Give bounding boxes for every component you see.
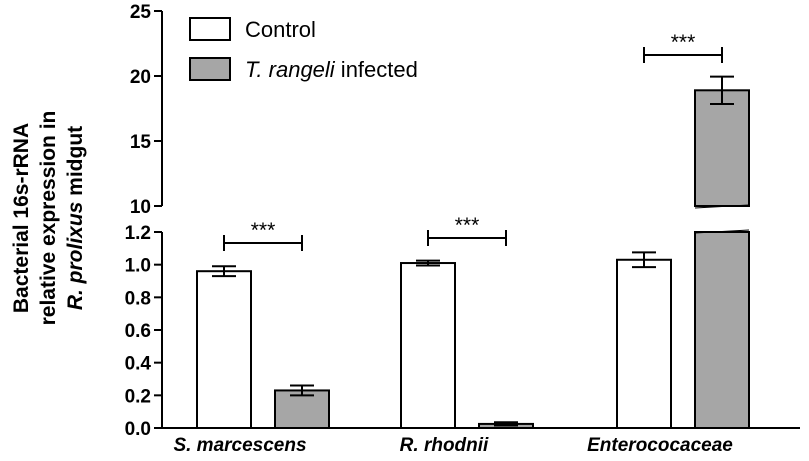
bar-infected-2-break-mark-top: [694, 204, 750, 209]
bars: [196, 89, 750, 430]
legend-swatch-infected: [189, 57, 231, 81]
legend-label-infected-species: T. rangeli: [245, 57, 336, 82]
y-tick-label-lower-5: 1.0: [125, 256, 151, 277]
legend-label-control: Control: [245, 17, 316, 42]
significance-label-1: ***: [455, 214, 480, 237]
legend-swatch-control: [189, 17, 231, 41]
y-axis-label-line-3: R. prolixus midgut: [64, 126, 87, 310]
y-tick-label-lower-1: 0.2: [125, 386, 151, 407]
bar-infected-2-break-mark-bottom: [694, 229, 750, 234]
legend-label-infected: T. rangeli infected: [245, 57, 418, 82]
significance-label-0: ***: [251, 219, 276, 242]
y-tick-label-lower-2: 0.4: [125, 354, 152, 375]
x-label-2: Enterococaceae: [587, 435, 733, 456]
bar-control-1: [400, 262, 456, 429]
significance-markers: *** *** ***: [223, 31, 723, 251]
y-axis-label: Bacterial 16s-rRNA relative expression i…: [10, 111, 87, 326]
y-tick-label-lower-0: 0.0: [125, 419, 151, 440]
x-label-0: S. marcescens: [173, 435, 306, 456]
y-axis-label-line-2: relative expression in: [37, 111, 60, 326]
y-tick-label-lower-4: 0.8: [125, 288, 151, 309]
bar-infected-0: [274, 389, 330, 429]
bar-infected-2-lower: [694, 231, 750, 429]
legend: Control T. rangeli infected: [189, 17, 418, 82]
y-tick-label-lower-6: 1.2: [125, 223, 151, 244]
y-tick-label-upper-1: 15: [130, 132, 152, 153]
y-axis-label-tissue: midgut: [64, 126, 87, 202]
y-tick-label-upper-0: 10: [130, 197, 151, 218]
bar-control-0: [196, 270, 252, 430]
bar-control-2: [616, 258, 672, 429]
bar-infected-2-upper: [694, 89, 750, 207]
y-axis-label-line-1: Bacterial 16s-rRNA: [10, 123, 33, 313]
error-bars: [212, 75, 734, 427]
y-tick-label-upper-3: 25: [130, 2, 152, 23]
axes: 0.0 0.2 0.4 0.6 0.8 1.0 1.2 10 15 20 25: [125, 2, 800, 440]
y-tick-label-lower-3: 0.6: [125, 321, 151, 342]
significance-label-2: ***: [671, 31, 696, 54]
bar-infected-2-break-gap: [694, 208, 750, 230]
legend-label-infected-rest: infected: [335, 57, 418, 82]
y-tick-label-upper-2: 20: [130, 67, 151, 88]
x-axis-labels: S. marcescens R. rhodnii Enterococaceae: [173, 435, 733, 456]
x-label-1: R. rhodnii: [400, 435, 489, 456]
y-axis-label-species: R. prolixus: [64, 202, 87, 311]
